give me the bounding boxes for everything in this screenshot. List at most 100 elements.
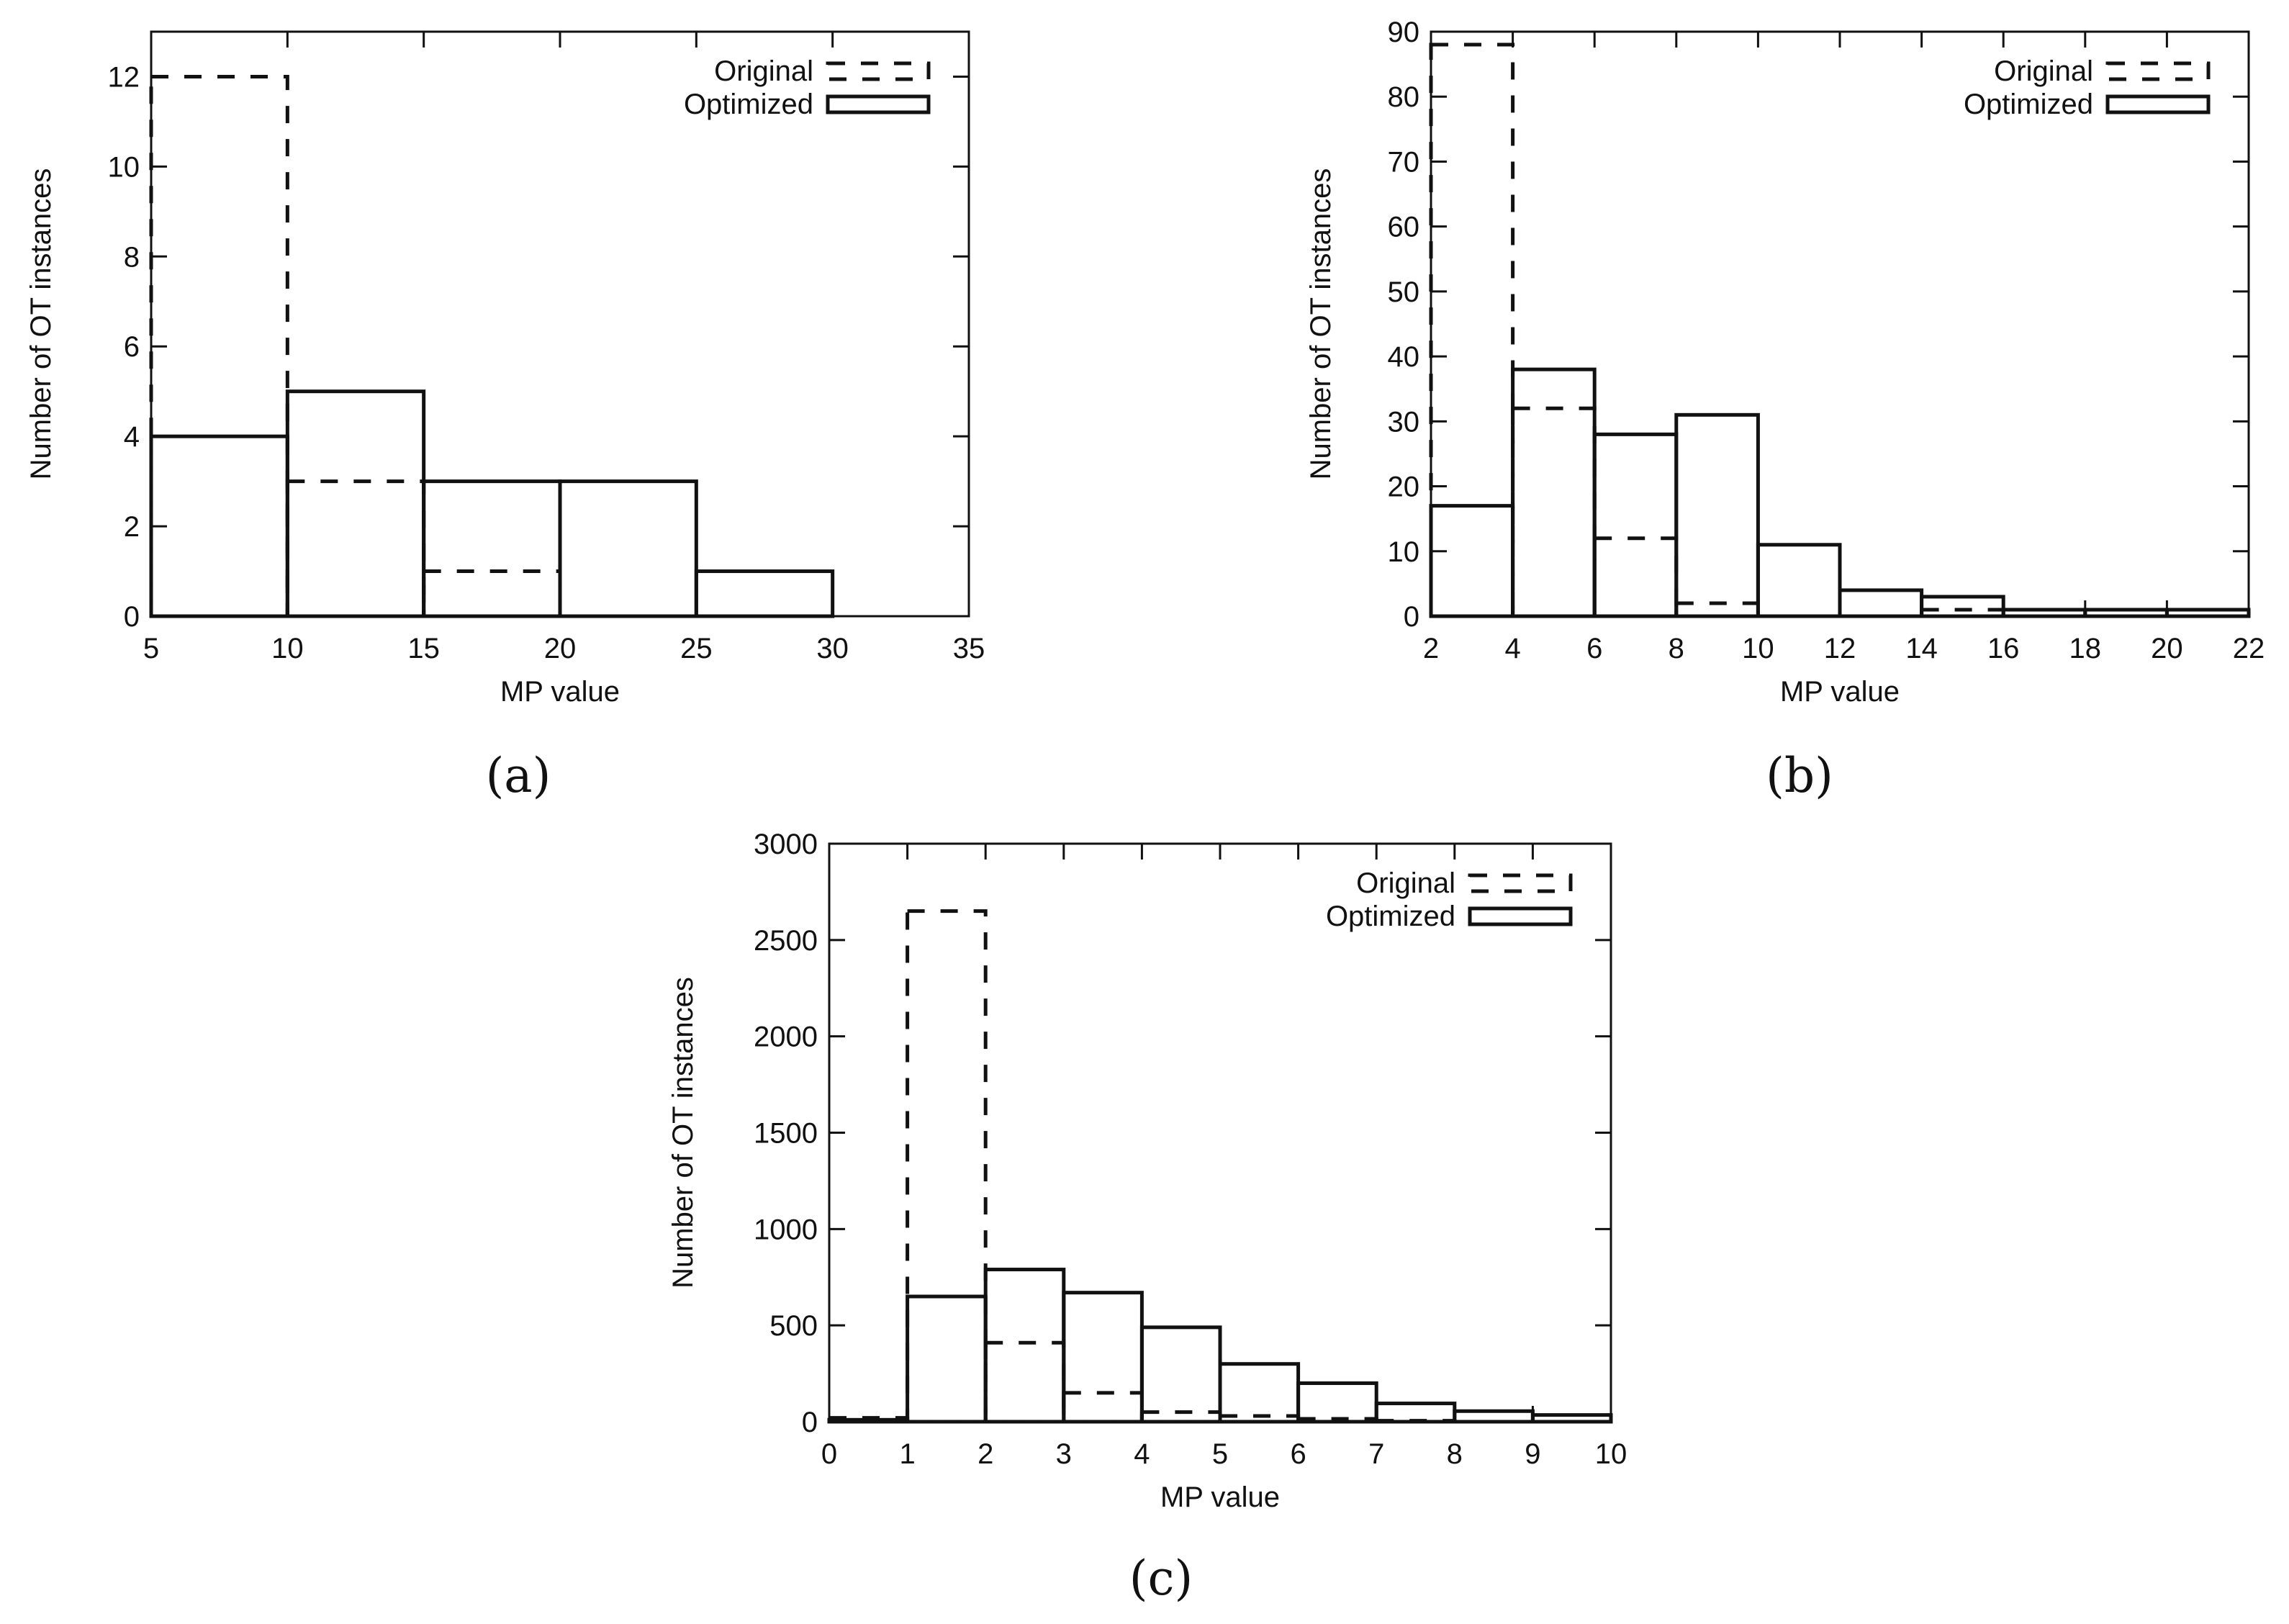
panel-b: 2 4 6 8 10 12 14 16 18 20 22 0 10 20 30 40 50 60 70 80 90 MP … xyxy=(1305,17,2265,708)
x-tick-label: 16 xyxy=(1987,633,2020,664)
optimized-bar xyxy=(1756,543,1842,618)
panel-a: 5 10 15 20 25 30 35 0 2 4 6 8 10 12 MP value Number of … xyxy=(25,30,985,708)
x-tick-label: 0 xyxy=(821,1438,837,1470)
y-axis-label: Number of OT instances xyxy=(1305,168,1337,480)
y-tick-label: 2500 xyxy=(754,925,818,957)
x-tick-label: 14 xyxy=(1905,633,1938,664)
x-tick-label: 8 xyxy=(1447,1438,1463,1470)
x-tick-label: 3 xyxy=(1056,1438,1072,1470)
y-tick-label: 4 xyxy=(124,421,140,453)
x-axis-label: MP value xyxy=(1780,676,1900,708)
optimized-bar xyxy=(2164,608,2251,618)
panel-b-caption: (b) xyxy=(1766,748,1833,803)
optimized-bar xyxy=(285,389,426,618)
original-bar xyxy=(149,74,289,618)
legend-label-original: Original xyxy=(714,55,813,87)
y-tick-label: 30 xyxy=(1388,406,1420,438)
optimized-bar xyxy=(2001,608,2087,618)
y-tick-label: 1000 xyxy=(754,1214,818,1245)
x-tick-label: 15 xyxy=(407,633,440,664)
y-axis-label: Number of OT instances xyxy=(25,168,57,480)
y-tick-label: 80 xyxy=(1388,81,1420,113)
original-bar xyxy=(1674,601,1760,618)
legend-label-original: Original xyxy=(1994,55,2093,87)
original-bar xyxy=(1511,406,1597,618)
legend-label-optimized: Optimized xyxy=(684,89,813,120)
y-tick-label: 12 xyxy=(108,61,140,93)
y-tick-label: 20 xyxy=(1388,472,1420,503)
x-tick-label: 5 xyxy=(1212,1438,1228,1470)
optimized-bar xyxy=(1062,1291,1144,1424)
legend-swatch-optimized xyxy=(2105,94,2211,114)
y-tick-label: 60 xyxy=(1388,212,1420,243)
y-tick-label: 8 xyxy=(124,241,140,273)
x-tick-label: 7 xyxy=(1368,1438,1384,1470)
optimized-bar xyxy=(1511,367,1597,618)
x-tick-label: 4 xyxy=(1504,633,1520,664)
original-bar xyxy=(906,909,988,1424)
x-tick-label: 6 xyxy=(1290,1438,1306,1470)
x-tick-label: 10 xyxy=(271,633,304,664)
original-bar xyxy=(1429,42,1515,618)
x-tick-label: 9 xyxy=(1525,1438,1540,1470)
x-tick-label: 8 xyxy=(1669,633,1684,664)
optimized-bar xyxy=(1920,595,2005,618)
optimized-bar xyxy=(906,1294,988,1424)
optimized-bar xyxy=(2083,608,2169,618)
x-tick-label: 2 xyxy=(978,1438,993,1470)
y-tick-label: 3000 xyxy=(754,829,818,860)
optimized-bar xyxy=(558,479,698,618)
x-tick-label: 6 xyxy=(1586,633,1602,664)
original-bar xyxy=(1592,536,1679,618)
original-bar xyxy=(285,479,426,618)
x-axis-label: MP value xyxy=(500,676,620,708)
y-tick-label: 500 xyxy=(769,1310,818,1342)
legend-swatch-optimized xyxy=(1468,906,1573,926)
optimized-bar xyxy=(983,1268,1066,1424)
x-axis-label: MP value xyxy=(1160,1481,1280,1513)
optimized-bar xyxy=(1674,412,1760,618)
optimized-bar xyxy=(422,479,562,618)
optimized-bar xyxy=(1139,1325,1222,1424)
x-tick-label: 22 xyxy=(2233,633,2265,664)
optimized-bar xyxy=(1296,1381,1378,1424)
x-tick-label: 4 xyxy=(1134,1438,1150,1470)
panel-c-caption: (c) xyxy=(1129,1551,1193,1606)
legend-swatch-original xyxy=(826,61,931,81)
x-tick-label: 12 xyxy=(1824,633,1856,664)
y-tick-label: 50 xyxy=(1388,276,1420,308)
y-tick-label: 10 xyxy=(108,151,140,183)
y-tick-label: 0 xyxy=(1404,601,1419,633)
x-tick-label: 18 xyxy=(2069,633,2102,664)
legend-label-optimized: Optimized xyxy=(1964,89,2093,120)
y-tick-label: 6 xyxy=(124,331,140,363)
x-tick-label: 25 xyxy=(680,633,713,664)
y-tick-label: 90 xyxy=(1388,17,1420,48)
x-tick-label: 1 xyxy=(899,1438,915,1470)
optimized-bar xyxy=(1429,504,1515,618)
optimized-bar xyxy=(1218,1362,1301,1424)
panel-a-caption: (a) xyxy=(486,748,551,803)
y-tick-label: 10 xyxy=(1388,536,1420,568)
optimized-bar xyxy=(1838,588,1924,618)
legend-swatch-original xyxy=(1468,873,1573,893)
y-axis-label: Number of OT instances xyxy=(667,977,699,1289)
original-bar xyxy=(422,569,562,618)
y-tick-label: 2000 xyxy=(754,1021,818,1053)
x-tick-label: 20 xyxy=(544,633,577,664)
y-tick-label: 1500 xyxy=(754,1118,818,1150)
optimized-bar xyxy=(1530,1413,1613,1424)
original-bar xyxy=(1062,1391,1144,1424)
x-tick-label: 10 xyxy=(1742,633,1774,664)
x-tick-label: 20 xyxy=(2151,633,2183,664)
legend-swatch-optimized xyxy=(826,94,931,114)
x-tick-label: 2 xyxy=(1423,633,1439,664)
x-tick-label: 5 xyxy=(143,633,159,664)
original-bar xyxy=(1920,608,2005,618)
original-bar xyxy=(1374,1419,1457,1424)
original-bar xyxy=(983,1340,1066,1424)
optimized-bar xyxy=(1453,1409,1535,1424)
y-tick-label: 2 xyxy=(124,511,140,543)
optimized-bar xyxy=(1592,432,1679,618)
